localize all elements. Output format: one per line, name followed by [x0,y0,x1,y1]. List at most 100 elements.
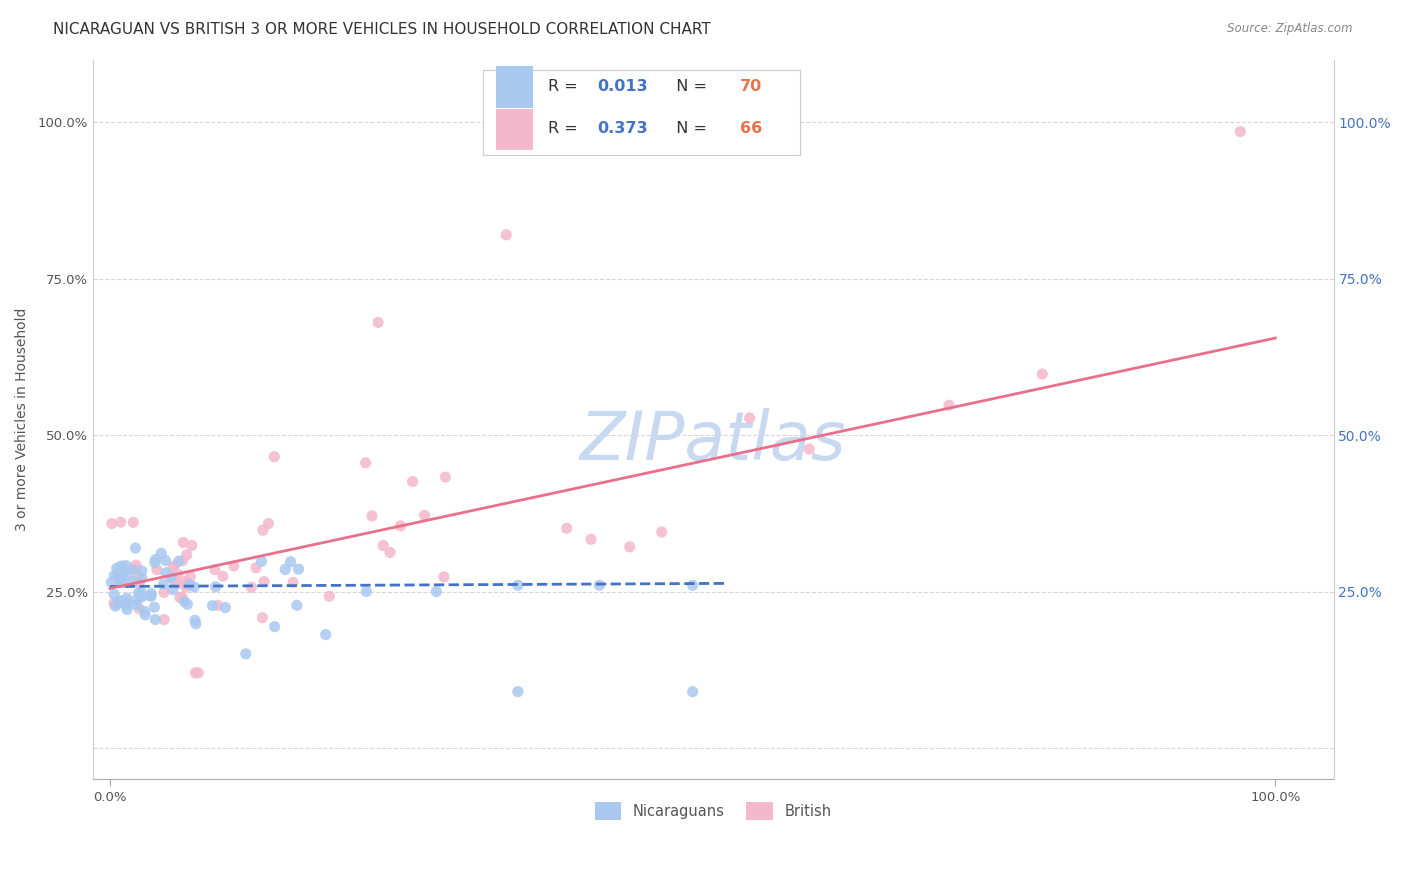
Point [367,315,389,329]
Point [104,597,127,611]
Point [160,570,183,584]
Point [413,508,436,523]
Point [115,569,138,583]
Point [495,227,517,242]
Point [434,470,457,484]
Point [110,558,132,573]
Point [204,580,226,594]
Point [100,575,122,590]
Point [124,563,146,577]
Point [799,442,821,456]
Point [115,602,138,616]
Point [506,578,529,592]
Point [117,596,139,610]
Point [134,604,156,618]
Point [211,569,233,583]
Point [103,587,125,601]
FancyBboxPatch shape [484,70,800,154]
Point [401,475,423,489]
Point [155,566,177,580]
Point [1031,367,1053,381]
Point [167,554,190,568]
Point [315,627,337,641]
Point [356,584,378,599]
Point [287,562,309,576]
Point [163,558,186,573]
Point [131,586,153,600]
Point [169,591,191,605]
Text: 0.013: 0.013 [598,78,648,94]
Text: Source: ZipAtlas.com: Source: ZipAtlas.com [1227,22,1353,36]
Point [124,541,146,555]
Point [588,578,610,592]
Point [162,573,184,587]
Point [131,590,153,604]
Point [176,597,198,611]
Point [108,572,131,586]
Point [103,568,125,582]
Point [108,593,131,607]
Text: NICARAGUAN VS BRITISH 3 OR MORE VEHICLES IN HOUSEHOLD CORRELATION CHART: NICARAGUAN VS BRITISH 3 OR MORE VEHICLES… [53,22,711,37]
Point [183,580,205,594]
Point [252,523,274,537]
Text: N =: N = [666,78,711,94]
Point [104,599,127,614]
Point [555,521,578,535]
Text: R =: R = [548,78,583,94]
Point [111,575,134,590]
Point [180,538,202,552]
Point [152,577,174,591]
Point [131,571,153,585]
Y-axis label: 3 or more Vehicles in Household: 3 or more Vehicles in Household [15,308,30,531]
Point [682,578,704,592]
Point [245,561,267,575]
Point [184,613,207,627]
Point [619,540,641,554]
Text: 66: 66 [741,121,762,136]
Point [131,564,153,578]
Point [738,411,761,425]
FancyBboxPatch shape [496,109,533,151]
Point [162,560,184,574]
Point [1229,124,1251,138]
Point [170,590,193,604]
Point [173,574,195,589]
Point [153,585,176,599]
Point [252,610,274,624]
Point [184,616,207,631]
Point [139,589,162,603]
Point [176,548,198,562]
Text: N =: N = [666,121,711,136]
Point [108,575,131,590]
Point [141,586,163,600]
Point [134,607,156,622]
Point [253,574,276,589]
Point [143,556,166,570]
Point [361,508,384,523]
Point [214,600,236,615]
Point [263,450,285,464]
Point [281,575,304,590]
Point [162,582,184,597]
Point [425,584,447,599]
Point [433,570,456,584]
Point [579,533,602,547]
Point [179,577,201,591]
Point [506,684,529,698]
Point [115,591,138,606]
Point [651,524,673,539]
Point [107,567,129,582]
Point [389,519,412,533]
Point [121,563,143,577]
Legend: Nicaraguans, British: Nicaraguans, British [589,797,837,826]
Point [682,684,704,698]
Point [250,554,273,568]
Text: 70: 70 [741,78,762,94]
Point [105,561,128,575]
Point [125,558,148,573]
Point [111,568,134,582]
Point [108,595,131,609]
Point [115,599,138,613]
Point [240,580,263,594]
Point [127,569,149,583]
